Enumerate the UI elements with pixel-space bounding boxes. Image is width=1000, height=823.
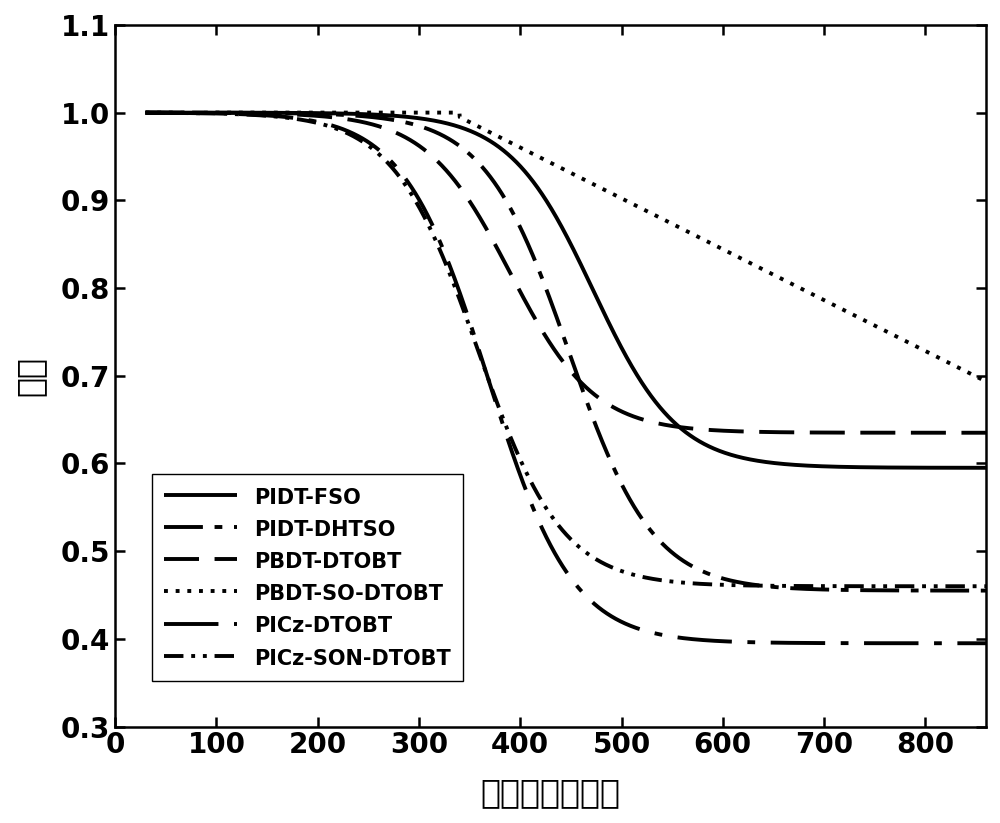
PBDT-DTOBT — [873, 428, 885, 438]
Line: PBDT-SO-DTOBT: PBDT-SO-DTOBT — [146, 113, 986, 382]
PIDT-DHTSO — [873, 585, 885, 595]
PBDT-SO-DTOBT — [498, 134, 510, 144]
PBDT-SO-DTOBT — [980, 377, 992, 387]
PBDT-DTOBT — [498, 257, 510, 267]
PICz-DTOBT — [980, 639, 992, 649]
PIDT-DHTSO — [235, 108, 247, 118]
PBDT-SO-DTOBT — [873, 323, 885, 332]
PICz-SON-DTOBT — [235, 109, 247, 119]
Line: PIDT-FSO: PIDT-FSO — [146, 113, 986, 467]
PIDT-DHTSO — [964, 586, 976, 596]
PIDT-FSO — [964, 463, 976, 472]
PICz-SON-DTOBT — [980, 581, 992, 591]
PICz-DTOBT — [235, 109, 247, 119]
PBDT-DTOBT — [140, 108, 152, 118]
PIDT-DHTSO — [140, 108, 152, 118]
PICz-DTOBT — [964, 639, 976, 649]
PIDT-DHTSO — [498, 193, 510, 202]
PICz-DTOBT — [498, 424, 510, 434]
Line: PICz-DTOBT: PICz-DTOBT — [146, 113, 986, 644]
PBDT-DTOBT — [462, 193, 474, 203]
PBDT-SO-DTOBT — [140, 108, 152, 118]
PIDT-DHTSO — [462, 147, 474, 157]
Line: PICz-SON-DTOBT: PICz-SON-DTOBT — [146, 113, 986, 586]
PBDT-SO-DTOBT — [285, 108, 297, 118]
PICz-SON-DTOBT — [964, 581, 976, 591]
PIDT-FSO — [462, 125, 474, 135]
PIDT-FSO — [140, 108, 152, 118]
PICz-SON-DTOBT — [140, 108, 152, 118]
PICz-SON-DTOBT — [873, 581, 885, 591]
PICz-DTOBT — [462, 311, 474, 321]
PIDT-DHTSO — [285, 109, 297, 119]
X-axis label: 温度（摄氏度）: 温度（摄氏度） — [481, 776, 621, 809]
PIDT-FSO — [873, 463, 885, 472]
PBDT-DTOBT — [235, 108, 247, 118]
PBDT-SO-DTOBT — [235, 108, 247, 118]
Line: PIDT-DHTSO: PIDT-DHTSO — [146, 113, 986, 591]
PIDT-DHTSO — [980, 586, 992, 596]
PICz-DTOBT — [140, 108, 152, 118]
PBDT-DTOBT — [980, 428, 992, 438]
Legend: PIDT-FSO, PIDT-DHTSO, PBDT-DTOBT, PBDT-SO-DTOBT, PICz-DTOBT, PICz-SON-DTOBT: PIDT-FSO, PIDT-DHTSO, PBDT-DTOBT, PBDT-S… — [152, 474, 463, 681]
PICz-DTOBT — [873, 639, 885, 649]
PBDT-DTOBT — [285, 109, 297, 119]
PICz-SON-DTOBT — [498, 416, 510, 426]
PICz-SON-DTOBT — [462, 317, 474, 327]
PBDT-SO-DTOBT — [462, 116, 474, 126]
PBDT-DTOBT — [964, 428, 976, 438]
PICz-SON-DTOBT — [285, 114, 297, 123]
PIDT-FSO — [498, 146, 510, 156]
Line: PBDT-DTOBT: PBDT-DTOBT — [146, 113, 986, 433]
Y-axis label: 质量: 质量 — [14, 356, 47, 396]
PICz-DTOBT — [285, 113, 297, 123]
PIDT-FSO — [235, 108, 247, 118]
PBDT-SO-DTOBT — [964, 368, 976, 378]
PIDT-FSO — [285, 108, 297, 118]
PIDT-FSO — [980, 463, 992, 472]
